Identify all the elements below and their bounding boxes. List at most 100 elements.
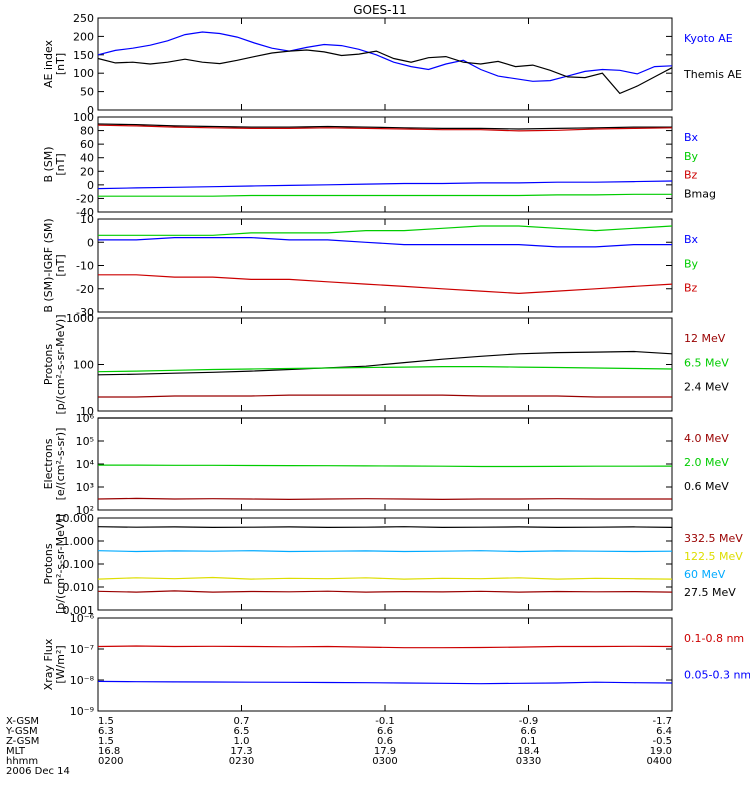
series-by	[98, 225, 673, 236]
ephemeris-row-label: X-GSM	[6, 716, 39, 727]
series-0-05-0-3-nm	[97, 680, 673, 685]
legend-entry: By	[684, 257, 699, 270]
legend-entry: 0.1-0.8 nm	[684, 632, 744, 645]
ephemeris-value: 0200	[98, 756, 123, 767]
series-60-mev	[97, 550, 673, 553]
series-bx	[98, 237, 672, 248]
legend-entry: Bx	[684, 131, 699, 144]
panel-frame	[97, 517, 673, 611]
ephemeris-value: 6.5	[234, 726, 250, 737]
ephemeris-value: 1.5	[98, 716, 114, 727]
ephemeris-value: 0300	[372, 756, 397, 767]
series-27-5-mev	[97, 526, 673, 529]
y-tick-label: 1.000	[63, 535, 95, 548]
series-themis-ae	[97, 49, 673, 95]
y-tick-label: 20	[80, 165, 94, 178]
legend-entry: 0.05-0.3 nm	[684, 669, 750, 682]
y-tick-label: 10⁴	[76, 458, 95, 471]
legend-entry: 2.0 MeV	[684, 456, 729, 469]
y-tick-label: 0	[87, 179, 94, 192]
series-2-4-mev	[97, 350, 673, 376]
y-tick-label: 100	[73, 111, 94, 124]
y-axis-label: Protons[p/(cm²-s-sr-MeV)]	[42, 514, 67, 614]
series-by	[98, 193, 672, 197]
legend-entry: Themis AE	[683, 68, 742, 81]
legend-entry: 2.4 MeV	[684, 381, 729, 394]
y-tick-label: 0.010	[63, 581, 95, 594]
y-tick-label: 10⁻⁹	[70, 705, 94, 718]
y-tick-label: 10⁵	[76, 435, 94, 448]
ephemeris-value: -0.9	[519, 716, 539, 727]
legend-entry: 12 MeV	[684, 332, 726, 345]
y-tick-label: -10	[76, 260, 94, 273]
y-tick-label: 1000	[66, 312, 94, 325]
plot-date: 2006 Dec 14	[6, 766, 70, 777]
y-tick-label: 10³	[76, 481, 94, 494]
y-tick-label: -40	[76, 206, 94, 219]
y-tick-label: 10⁶	[76, 412, 95, 425]
y-tick-label: 60	[80, 138, 94, 151]
y-axis-label: Xray Flux[W/m²]	[42, 638, 67, 690]
series-bmag	[97, 123, 672, 130]
ephemeris-value: 6.6	[377, 726, 393, 737]
y-axis-label: AE index[nT]	[42, 39, 67, 88]
y-tick-label: 0.100	[63, 558, 95, 571]
legend-entry: Bx	[684, 233, 699, 246]
y-tick-label: 250	[73, 12, 94, 25]
y-tick-label: 0	[87, 236, 94, 249]
legend-entry: Bz	[684, 282, 698, 295]
y-tick-label: -30	[76, 306, 94, 319]
series-12-mev	[98, 394, 672, 398]
y-axis-label-line: Electrons	[42, 438, 55, 489]
series-kyoto-ae	[97, 31, 673, 82]
legend-entry: Bz	[684, 169, 698, 182]
y-axis-label-line: B (SM)-IGRF (SM)	[42, 218, 55, 312]
ephemeris-row-label: MLT	[6, 746, 26, 757]
y-tick-label: 10.000	[56, 512, 95, 525]
ephemeris-value: 18.4	[517, 746, 539, 757]
series-bx	[97, 180, 673, 190]
ephemeris-value: 6.6	[521, 726, 537, 737]
panel-3: -30 -20 -10 0 10 B (SM)-IGRF (SM)[nT] Bx By Bz	[42, 213, 699, 319]
y-tick-label: 100	[73, 359, 94, 372]
ephemeris-table: X-GSM 1.5 0.7 -0.1 -0.9 -1.7 Y-GSM 6.3 6.5 6.6 6.6…	[5, 716, 672, 777]
ephemeris-row-label: Z-GSM	[6, 736, 39, 747]
y-axis-label-line: Protons	[42, 344, 55, 385]
legend-entry: 27.5 MeV	[684, 586, 736, 599]
y-tick-label: 10	[80, 405, 94, 418]
ephemeris-value: 0400	[647, 756, 672, 767]
ephemeris-value: -0.5	[652, 736, 672, 747]
y-axis-label: B (SM)[nT]	[42, 146, 67, 182]
panel-frame	[97, 116, 673, 213]
y-tick-label: 10⁻⁷	[70, 643, 94, 656]
series-2-0-mev	[98, 464, 673, 468]
series-122-5-mev	[97, 576, 673, 580]
ephemeris-value: 0.6	[377, 736, 393, 747]
panel-frame	[97, 417, 673, 511]
panel-1: 0 50 100 150 200 250 AE index[nT] Kyoto AE Themi…	[42, 12, 742, 117]
y-axis-label: Protons[p/(cm²-s-sr-MeV)]	[42, 315, 67, 415]
y-axis-label-line: [e/(cm²-s-sr)]	[54, 428, 67, 501]
y-tick-label: 150	[73, 49, 94, 62]
legend-entry: 122.5 MeV	[684, 550, 743, 563]
legend-entry: 6.5 MeV	[684, 356, 729, 369]
y-axis-label-line: Xray Flux	[42, 638, 55, 690]
ephemeris-value: 16.8	[98, 746, 120, 757]
series-4-0-mev	[97, 497, 672, 501]
y-axis-label-line: [p/(cm²-s-sr-MeV)]	[54, 315, 67, 415]
y-axis-label-line: [p/(cm²-s-sr-MeV)]	[54, 514, 67, 614]
ephemeris-row-label: hhmm	[6, 756, 38, 767]
ephemeris-value: 17.3	[230, 746, 252, 757]
y-tick-label: 100	[73, 67, 94, 80]
ephemeris-value: 17.9	[374, 746, 396, 757]
ephemeris-value: -0.1	[375, 716, 395, 727]
y-axis-label-line: [nT]	[54, 153, 67, 175]
ephemeris-row-label: Y-GSM	[5, 726, 38, 737]
y-tick-label: -20	[76, 283, 94, 296]
ephemeris-value: 0.1	[521, 736, 537, 747]
legend-entry: 4.0 MeV	[684, 432, 729, 445]
